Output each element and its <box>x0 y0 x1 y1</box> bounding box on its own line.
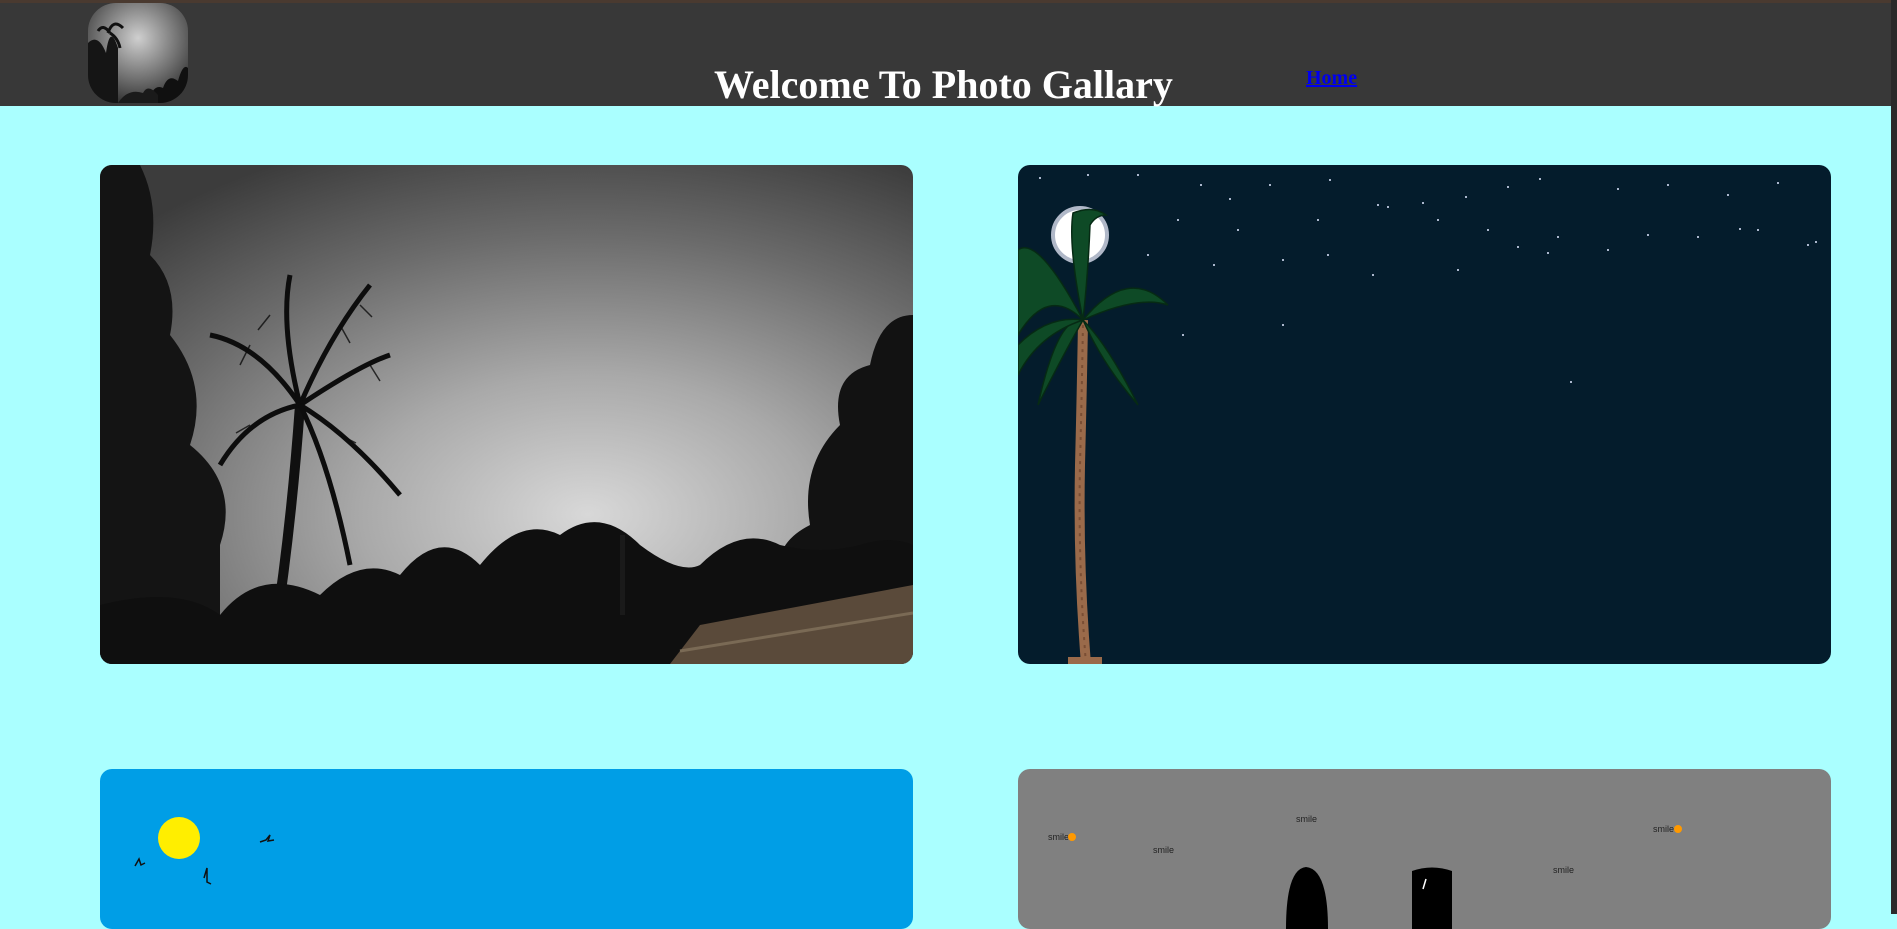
smile-drawing-image: smile smile smile smile smile <box>1018 769 1831 929</box>
gallery-logo-icon[interactable] <box>88 3 188 103</box>
logo-image <box>88 3 188 103</box>
page-scrollbar[interactable] <box>1891 0 1897 914</box>
night-palm-moon-photo[interactable] <box>1018 165 1831 664</box>
smile-label: smile <box>1653 824 1674 834</box>
night-sky-image <box>1018 165 1831 664</box>
stormy-sky-palm-photo[interactable] <box>100 165 913 664</box>
home-link[interactable]: Home <box>1306 67 1358 89</box>
sunny-sky-birds-photo[interactable] <box>100 769 913 929</box>
smile-label: smile <box>1553 865 1574 875</box>
page-title: Welcome To Photo Gallary <box>714 62 1173 107</box>
stormy-sky-image <box>100 165 913 664</box>
smile-label: smile <box>1153 845 1174 855</box>
sunny-sky-image <box>100 769 913 929</box>
smile-drawing-photo[interactable]: smile smile smile smile smile <box>1018 769 1831 929</box>
page-header: Welcome To Photo Gallary Home <box>0 0 1897 107</box>
smile-label: smile <box>1048 832 1069 842</box>
smile-label: smile <box>1296 814 1317 824</box>
